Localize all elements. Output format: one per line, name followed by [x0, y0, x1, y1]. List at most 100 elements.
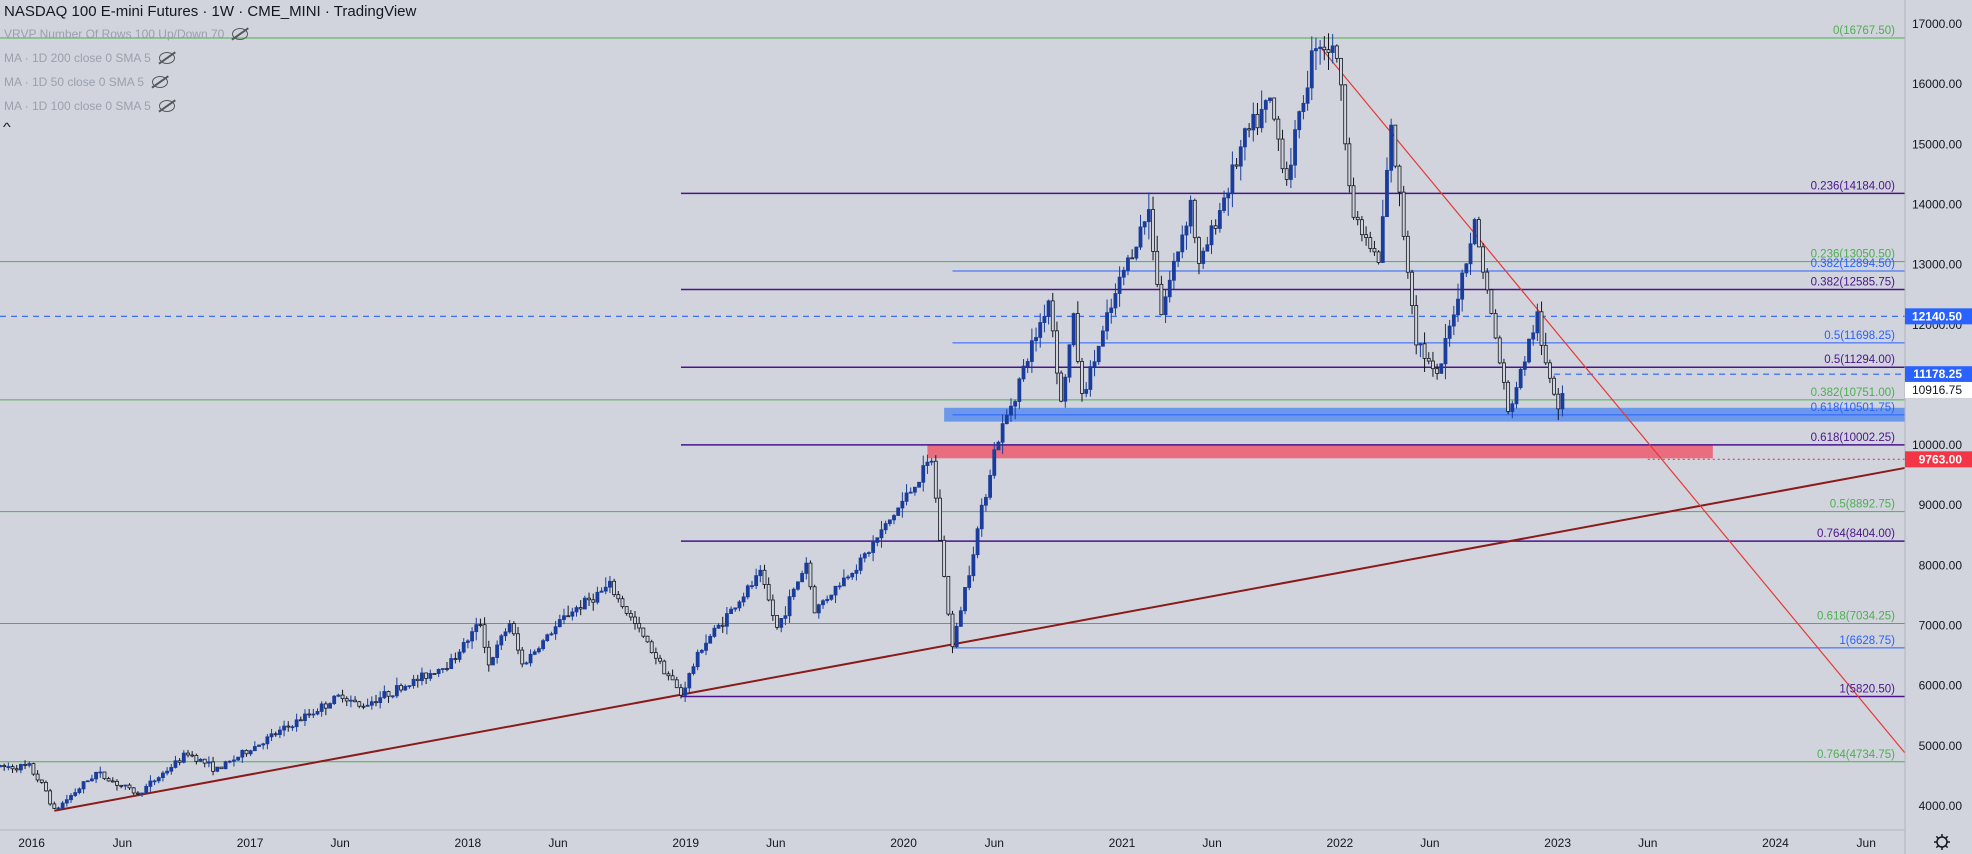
candle-body: [440, 668, 445, 670]
fib-level-label: 0.236(13050.50): [1811, 249, 1896, 261]
candle-body: [319, 703, 324, 712]
candle-body: [958, 610, 963, 627]
indicator-ma-100[interactable]: MA · 1D 100 close 0 SMA 5: [4, 94, 416, 118]
candle: [1268, 97, 1272, 104]
candle-body: [27, 763, 32, 766]
candle-body: [386, 691, 391, 697]
candle-body: [971, 554, 976, 577]
gear-icon[interactable]: [1934, 834, 1950, 850]
candle-body: [908, 491, 913, 494]
candle-body: [846, 576, 850, 579]
candle: [1397, 164, 1402, 207]
indicator-label: MA · 1D 100 close 0 SMA 5: [4, 99, 151, 113]
candle-body: [298, 719, 303, 722]
candle-body: [1422, 343, 1427, 359]
candle: [670, 669, 675, 681]
candle: [1451, 305, 1456, 336]
candle: [1100, 325, 1105, 347]
candle: [1510, 400, 1515, 419]
candle-body: [1163, 296, 1168, 316]
candle-body: [90, 778, 94, 782]
candle-body: [541, 640, 545, 650]
indicator-label: VRVP Number Of Rows 100 Up/Down 70: [4, 27, 225, 41]
candle-body: [69, 795, 73, 801]
candle: [27, 761, 32, 768]
candle-body: [1314, 48, 1318, 52]
candle-body: [1389, 124, 1394, 171]
candle-body: [645, 635, 650, 643]
candle: [344, 696, 349, 707]
candle-body: [1543, 344, 1548, 364]
candle-body: [1451, 314, 1456, 327]
candle: [1322, 36, 1327, 61]
indicator-ma-200[interactable]: MA · 1D 200 close 0 SMA 5: [4, 46, 416, 70]
candle-body: [152, 780, 157, 783]
candle-body: [1268, 97, 1272, 101]
gear-icon-tooth: [1945, 835, 1949, 839]
candle-body: [921, 465, 926, 483]
indicator-vrvp[interactable]: VRVP Number Of Rows 100 Up/Down 70: [4, 22, 416, 46]
candle-body: [1025, 361, 1030, 367]
candle: [1084, 382, 1089, 398]
x-tick-year-label: 2023: [1544, 836, 1571, 850]
collapse-chevron-icon[interactable]: ^: [2, 120, 11, 134]
candle: [282, 720, 286, 737]
x-tick-year-label: 2018: [455, 836, 482, 850]
candle: [1063, 374, 1068, 408]
candle-body: [428, 673, 433, 679]
candle-body: [269, 733, 274, 738]
candle-body: [415, 678, 420, 682]
candle-body: [1401, 191, 1406, 237]
candle: [69, 793, 73, 803]
candle-body: [787, 596, 792, 617]
candle: [662, 659, 667, 675]
candle-body: [1522, 361, 1527, 370]
candle: [236, 756, 241, 762]
level-12140-label: 12140.50: [1905, 308, 1972, 325]
eye-hidden-icon[interactable]: [158, 52, 175, 64]
candle: [1013, 399, 1018, 420]
candle: [60, 800, 65, 809]
candle-body: [716, 624, 721, 629]
eye-hidden-icon[interactable]: [152, 76, 169, 88]
candle: [39, 779, 44, 784]
candle: [858, 554, 863, 575]
candle-body: [516, 633, 520, 651]
eye-hidden-icon[interactable]: [158, 100, 175, 112]
candle-body: [394, 685, 399, 697]
candle-body: [244, 749, 249, 755]
candle-body: [1518, 368, 1523, 388]
candle-body: [1318, 46, 1323, 49]
candle: [1527, 338, 1531, 364]
candle-body: [1334, 45, 1339, 59]
candle: [261, 742, 266, 750]
candle-body: [1343, 84, 1348, 145]
candle: [440, 668, 445, 674]
candle-body: [942, 539, 947, 577]
eye-hidden-icon[interactable]: [232, 28, 249, 40]
candle-body: [202, 758, 207, 764]
candle-body: [917, 481, 921, 488]
levels-layer: [0, 37, 1905, 763]
candle: [938, 489, 942, 541]
candle: [762, 564, 767, 589]
candle: [1368, 231, 1373, 253]
candle-body: [294, 719, 299, 728]
candle-body: [135, 792, 140, 795]
candle-body: [1263, 100, 1268, 110]
candle: [1435, 363, 1440, 380]
trendlines-layer: [54, 46, 1906, 812]
candle: [1489, 288, 1494, 315]
candle-body: [278, 729, 282, 735]
candle: [1176, 251, 1180, 268]
candle-body: [98, 771, 103, 774]
indicator-ma-50[interactable]: MA · 1D 50 close 0 SMA 5: [4, 70, 416, 94]
candle-body: [1293, 129, 1297, 166]
candle-body: [382, 691, 387, 699]
candle-body: [862, 553, 867, 559]
candle: [557, 614, 562, 628]
y-tick-label: 6000.00: [1919, 679, 1963, 693]
candle: [674, 676, 679, 689]
